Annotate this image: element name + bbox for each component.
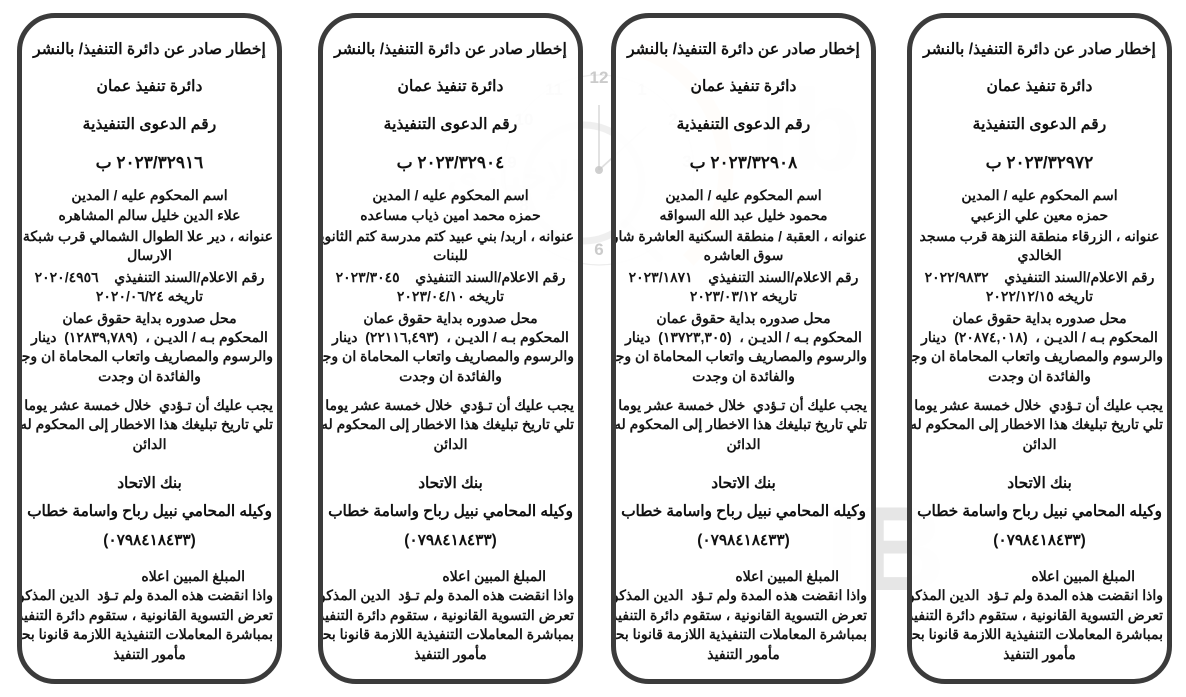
svg-text:6: 6 [594, 240, 603, 259]
svg-text:12: 12 [590, 68, 609, 87]
